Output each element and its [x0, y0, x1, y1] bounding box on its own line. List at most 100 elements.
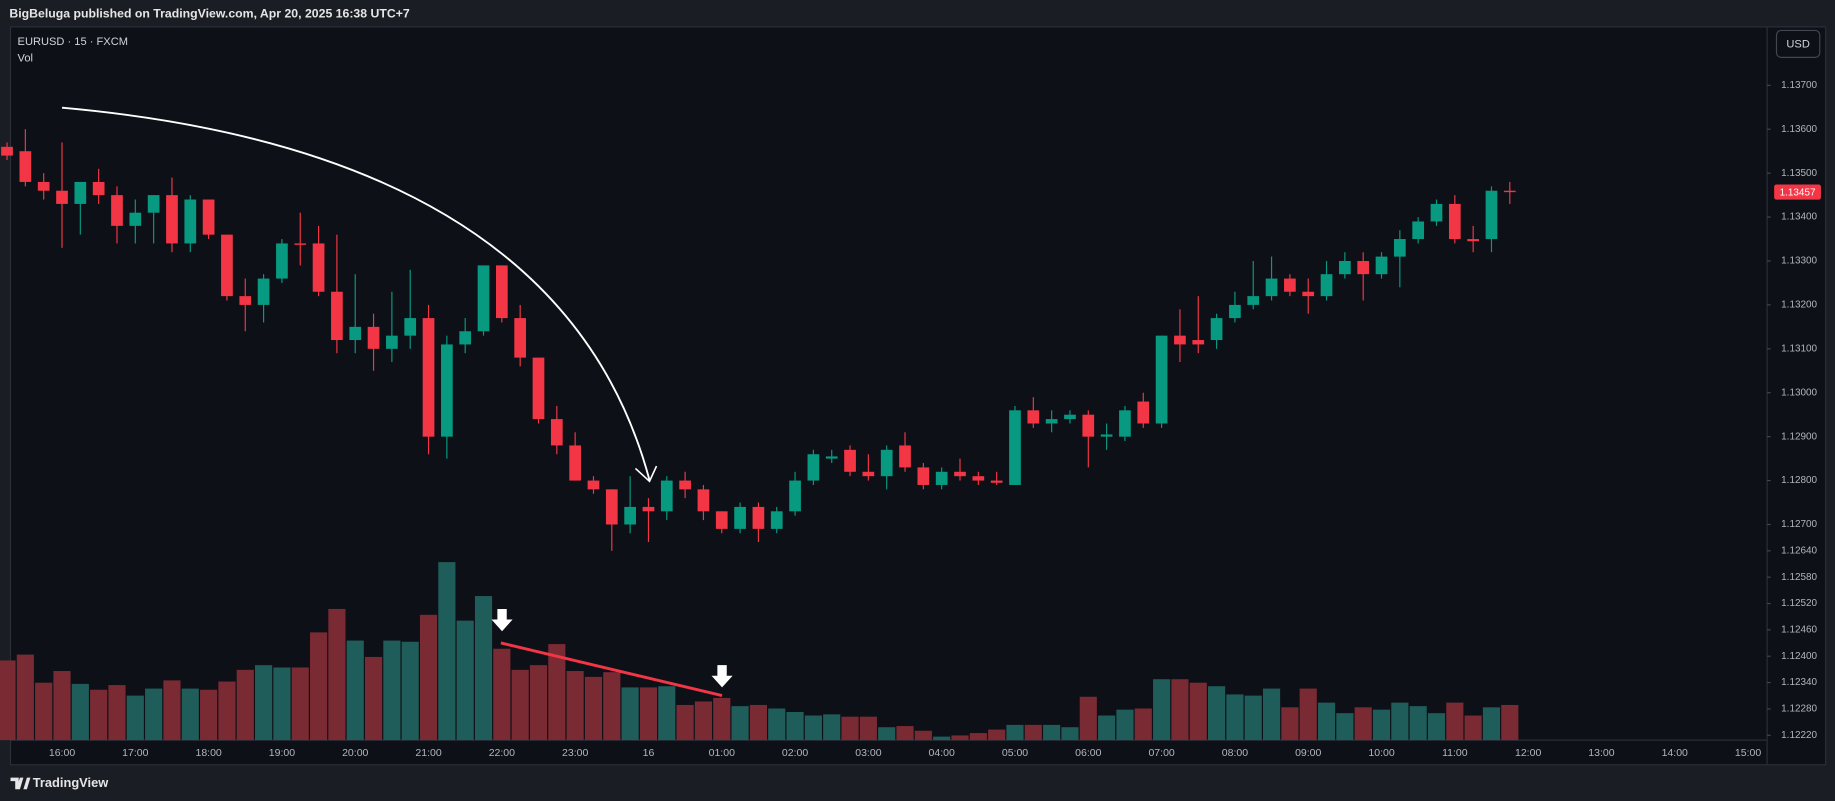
- x-tick-label: 22:00: [489, 747, 515, 759]
- volume-bar: [291, 667, 309, 741]
- candle-body: [1027, 410, 1040, 424]
- candle-body: [166, 195, 178, 244]
- volume-bar: [621, 687, 639, 741]
- y-tick-label: 1.13100: [1781, 343, 1817, 354]
- candle-body: [184, 199, 197, 244]
- currency-button[interactable]: [1775, 29, 1821, 58]
- volume-bar: [1336, 713, 1354, 741]
- candle-body: [1393, 239, 1406, 257]
- volume-bar: [969, 733, 987, 741]
- x-tick-label: 02:00: [782, 747, 808, 759]
- candle-body: [1320, 274, 1333, 297]
- candle-body: [1467, 239, 1480, 242]
- candle-body: [844, 449, 856, 472]
- volume-bar: [511, 669, 529, 741]
- volume-bar: [951, 735, 969, 741]
- down-arrow-icon: [491, 608, 513, 632]
- volume-bar: [1409, 706, 1427, 741]
- x-tick-label: 01:00: [709, 747, 735, 759]
- volume-bar: [768, 708, 786, 741]
- volume-bar: [1043, 724, 1061, 741]
- candle-body: [459, 331, 472, 345]
- volume-bar: [1262, 688, 1281, 741]
- y-tick-label: 1.12400: [1781, 651, 1817, 662]
- volume-bar: [474, 596, 493, 741]
- y-tick-label: 1.12900: [1781, 431, 1817, 442]
- volume-bar: [896, 726, 914, 741]
- x-tick-label: 20:00: [342, 747, 368, 759]
- arrow-head: [634, 465, 658, 483]
- x-tick-label: 13:00: [1588, 747, 1614, 759]
- candle-body: [1082, 414, 1095, 437]
- candle-body: [899, 445, 911, 468]
- candle-body: [770, 511, 783, 529]
- volume-bar: [71, 683, 89, 741]
- x-tick-label: 15:00: [1735, 747, 1761, 759]
- candle-body: [1064, 414, 1076, 420]
- last-price-label: 1.13457: [1780, 187, 1816, 198]
- volume-bar: [53, 671, 71, 741]
- candle-body: [1045, 419, 1058, 424]
- candle-body: [276, 243, 288, 279]
- volume-bar: [749, 704, 767, 741]
- x-tick-label: 08:00: [1222, 747, 1248, 759]
- candle-body: [1, 146, 13, 156]
- candle-body: [825, 456, 838, 459]
- trend-arrow: [61, 106, 651, 481]
- x-tick-label: 07:00: [1148, 747, 1174, 759]
- volume-bar: [731, 706, 749, 741]
- volume-bar: [1391, 702, 1409, 741]
- volume-bar: [1299, 688, 1317, 741]
- candle-body: [1229, 304, 1241, 319]
- volume-bar: [988, 729, 1006, 741]
- candle-body: [1137, 401, 1150, 424]
- candle-body: [312, 243, 325, 292]
- volume-bar: [364, 656, 383, 741]
- candle-body: [92, 181, 105, 196]
- volume-bar: [0, 660, 16, 741]
- candle-body: [129, 212, 142, 226]
- volume-bar: [1116, 709, 1134, 741]
- y-tick-label: 1.13700: [1781, 80, 1817, 91]
- x-tick-label: 11:00: [1442, 747, 1468, 759]
- candle-body: [935, 471, 948, 485]
- candle-body: [294, 243, 307, 245]
- volume-bar: [236, 669, 254, 741]
- candle-body: [587, 480, 600, 490]
- volume-bar: [90, 689, 108, 741]
- candle-body: [1009, 410, 1021, 485]
- volume-bar: [584, 676, 603, 741]
- candle-body: [605, 489, 618, 525]
- volume-bar: [493, 648, 511, 741]
- candle-body: [1448, 203, 1461, 240]
- chart-panel: [9, 26, 1827, 766]
- volume-bar: [1153, 679, 1171, 741]
- candle-body: [441, 344, 453, 437]
- candle-body: [1155, 335, 1168, 424]
- volume-bar: [108, 685, 126, 741]
- candle-body: [1375, 256, 1388, 275]
- volume-bar: [804, 715, 822, 741]
- candle-body: [1265, 278, 1278, 297]
- candle-body: [1503, 190, 1516, 193]
- x-tick-label: 14:00: [1662, 747, 1688, 759]
- y-tick-label: 1.13000: [1781, 387, 1817, 398]
- candle-body: [880, 449, 893, 477]
- y-tick-label: 1.12640: [1781, 545, 1817, 556]
- y-tick-label: 1.12700: [1781, 519, 1817, 530]
- x-tick-label: 23:00: [562, 747, 588, 759]
- candle-body: [789, 480, 801, 512]
- candle-body: [807, 454, 820, 481]
- candle-body: [56, 190, 68, 204]
- x-tick-label: 16:00: [49, 747, 75, 759]
- volume-bar: [1024, 724, 1042, 741]
- volume-bar: [676, 704, 694, 741]
- divergence-line: [500, 641, 723, 698]
- volume-bar: [163, 680, 181, 741]
- volume-bar: [1134, 708, 1152, 741]
- volume-bar: [1482, 707, 1501, 741]
- y-tick-label: 1.13600: [1781, 124, 1817, 135]
- indicator-label: Vol: [18, 52, 33, 64]
- currency-label[interactable]: USD: [1786, 38, 1809, 50]
